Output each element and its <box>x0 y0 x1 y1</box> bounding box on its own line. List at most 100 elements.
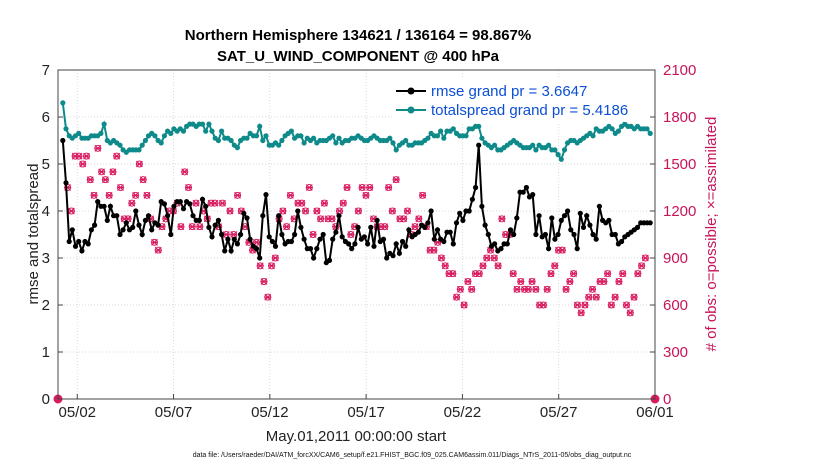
data-point-rmse <box>549 215 555 221</box>
obs-assimilated-marker <box>566 278 574 285</box>
obs-assimilated-marker <box>181 168 189 176</box>
data-point-rmse <box>504 241 510 247</box>
data-point-totalspread <box>219 128 225 134</box>
data-point-totalspread <box>546 142 552 148</box>
obs-assimilated-marker <box>570 270 578 278</box>
x-tick-label: 05/22 <box>444 404 482 421</box>
data-point-totalspread <box>311 135 317 141</box>
data-point-rmse <box>593 236 599 242</box>
obs-assimilated-marker <box>354 207 362 215</box>
data-point-totalspread <box>387 135 393 141</box>
obs-assimilated-marker <box>271 254 279 262</box>
data-point-rmse <box>165 213 171 219</box>
data-point-totalspread <box>203 128 209 134</box>
data-point-totalspread <box>117 142 123 148</box>
data-point-totalspread <box>561 147 568 153</box>
obs-assimilated-marker <box>184 184 192 191</box>
data-point-rmse <box>149 227 155 233</box>
obs-assimilated-marker <box>381 223 389 231</box>
obs-assimilated-marker <box>539 301 547 309</box>
obs-assimilated-marker <box>403 207 411 215</box>
data-point-rmse <box>187 201 193 207</box>
obs-assimilated-marker <box>116 184 124 191</box>
obs-assimilated-marker <box>517 278 525 285</box>
obs-assimilated-marker <box>551 262 559 270</box>
obs-assimilated-marker <box>449 270 457 278</box>
obs-assimilated-marker <box>456 285 464 293</box>
obs-assimilated-marker <box>309 231 317 238</box>
data-point-rmse <box>584 213 590 219</box>
obs-assimilated-marker <box>339 199 347 207</box>
obs-assimilated-marker <box>558 246 566 254</box>
data-point-rmse <box>63 180 69 186</box>
obs-assimilated-marker <box>604 270 612 278</box>
obs-assimilated-marker <box>415 215 423 223</box>
obs-assimilated-marker <box>430 246 438 254</box>
data-point-totalspread <box>434 133 441 139</box>
data-point-totalspread <box>558 156 564 162</box>
grid-lines <box>58 70 655 399</box>
data-point-rmse <box>92 222 98 228</box>
data-point-totalspread <box>425 135 431 141</box>
data-point-rmse <box>301 236 307 242</box>
data-point-totalspread <box>168 130 174 136</box>
data-point-rmse <box>374 217 380 223</box>
data-point-rmse <box>76 238 82 245</box>
data-point-rmse <box>425 220 431 226</box>
legend-totalspread-label: totalspread grand pr = 5.4186 <box>431 102 628 119</box>
obs-assimilated-marker <box>150 238 158 246</box>
y-tick-label: 3 <box>42 250 50 267</box>
data-point-totalspread <box>215 137 221 144</box>
data-point-totalspread <box>228 137 234 144</box>
data-point-totalspread <box>260 137 266 144</box>
obs-assimilated-marker <box>135 160 143 168</box>
obs-assimilated-marker <box>336 207 344 215</box>
data-file-footnote: data file: /Users/raeder/DAI/ATM_forcXX/… <box>193 452 632 459</box>
obs-assimilated-marker <box>128 199 136 207</box>
data-point-totalspread <box>644 126 650 132</box>
data-point-totalspread <box>142 137 148 144</box>
data-point-rmse <box>336 213 342 219</box>
y-right-tick-label: 2100 <box>663 62 696 79</box>
data-point-totalspread <box>330 133 336 139</box>
data-point-rmse <box>371 243 377 249</box>
data-point-totalspread <box>206 121 212 127</box>
data-point-rmse <box>279 231 285 238</box>
data-point-rmse <box>260 213 266 219</box>
data-point-rmse <box>269 238 275 245</box>
legend-rmse-marker <box>407 87 415 95</box>
obs-assimilated-marker <box>581 301 589 309</box>
y-tick-label: 1 <box>42 344 50 361</box>
data-point-totalspread <box>441 135 447 141</box>
data-point-rmse <box>66 238 72 245</box>
y-axis-label: rmse and totalspread <box>25 164 42 305</box>
data-point-rmse <box>384 255 390 261</box>
obs-assimilated-marker <box>101 176 109 184</box>
data-point-rmse <box>647 220 653 226</box>
obs-assimilated-marker <box>188 223 196 231</box>
data-point-totalspread <box>234 145 240 151</box>
data-point-totalspread <box>609 126 615 132</box>
data-point-rmse <box>253 246 260 252</box>
data-point-rmse <box>555 231 561 238</box>
data-point-rmse <box>619 238 625 245</box>
data-point-totalspread <box>438 128 444 134</box>
obs-assimilated-marker <box>547 270 555 278</box>
data-point-rmse <box>212 222 218 228</box>
obs-assimilated-marker <box>611 293 619 301</box>
obs-assimilated-marker <box>392 176 400 184</box>
data-point-totalspread <box>647 130 653 136</box>
data-point-rmse <box>133 208 139 214</box>
obs-assimilated-marker <box>641 254 649 262</box>
y-right-tick-label: 1200 <box>663 203 696 220</box>
data-point-rmse <box>422 224 428 230</box>
obs-assimilated-marker <box>490 254 498 262</box>
data-point-rmse <box>292 231 298 238</box>
data-point-totalspread <box>393 147 399 153</box>
obs-assimilated-marker <box>83 152 91 160</box>
y-right-tick-label: 300 <box>663 344 688 361</box>
y-right-tick-label: 0 <box>663 391 671 408</box>
y-right-tick-label: 1500 <box>663 156 696 173</box>
data-point-rmse <box>114 213 120 219</box>
data-point-rmse <box>606 217 612 223</box>
